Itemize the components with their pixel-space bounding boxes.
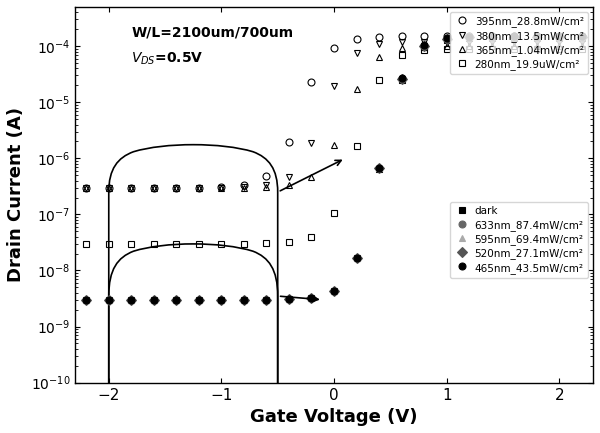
Y-axis label: Drain Current (A): Drain Current (A) xyxy=(7,107,25,282)
Text: $V_{DS}$=0.5V: $V_{DS}$=0.5V xyxy=(131,51,203,68)
X-axis label: Gate Voltage (V): Gate Voltage (V) xyxy=(250,408,418,426)
Text: W/L=2100um/700um: W/L=2100um/700um xyxy=(131,25,293,39)
Legend: dark, 633nm_87.4mW/cm², 595nm_69.4mW/cm², 520nm_27.1mW/cm², 465nm_43.5mW/cm²: dark, 633nm_87.4mW/cm², 595nm_69.4mW/cm²… xyxy=(449,202,588,278)
